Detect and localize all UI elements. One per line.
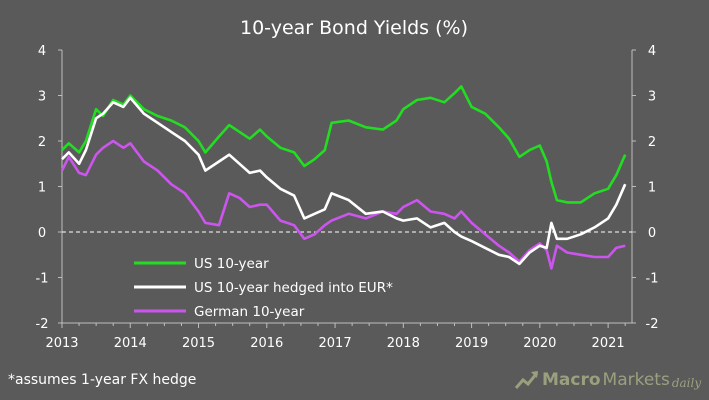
x-tick-label-4: 2017 — [319, 336, 352, 351]
chart-arrow-icon — [514, 371, 539, 389]
y-tick-label-left-6: 4 — [38, 44, 46, 59]
y-tick-label-right-5: 3 — [648, 90, 656, 105]
brand-markets: Markets — [602, 370, 670, 390]
y-tick-label-right-1: -1 — [646, 272, 659, 287]
x-tick-label-8: 2021 — [592, 336, 625, 351]
legend-label-1: US 10-year hedged into EUR* — [194, 280, 393, 296]
chart-title: 10-year Bond Yields (%) — [240, 17, 468, 39]
y-tick-label-left-0: -2 — [36, 317, 49, 332]
x-tick-label-1: 2014 — [114, 336, 147, 351]
y-tick-label-left-1: -1 — [36, 272, 49, 287]
x-tick-label-0: 2013 — [45, 336, 78, 351]
series-line-1 — [61, 96, 627, 266]
y-tick-label-right-6: 4 — [648, 44, 656, 59]
legend-label-0: US 10-year — [194, 256, 269, 272]
y-tick-label-right-0: -2 — [646, 317, 659, 332]
x-tick-label-7: 2020 — [523, 336, 556, 351]
x-tick-label-2: 2015 — [182, 336, 215, 351]
y-tick-label-left-3: 1 — [38, 181, 46, 196]
chart-axes: -2 -2 -1 -1 0 0 1 1 2 2 3 3 4 4 2013 2014 2015 2016 2017 20… — [36, 44, 659, 351]
series-line-0 — [61, 85, 627, 204]
y-tick-label-right-3: 1 — [648, 181, 656, 196]
series-line-2 — [60, 139, 626, 270]
legend-label-2: German 10-year — [194, 304, 305, 320]
y-tick-label-left-5: 3 — [38, 90, 46, 105]
x-tick-label-5: 2018 — [387, 336, 420, 351]
footnote: *assumes 1-year FX hedge — [8, 372, 197, 388]
brand-logo: Macro Markets daily — [514, 366, 701, 394]
y-tick-label-left-4: 2 — [38, 135, 46, 150]
y-tick-label-right-2: 0 — [648, 226, 656, 241]
brand-daily: daily — [671, 376, 702, 390]
x-tick-label-6: 2019 — [455, 336, 488, 351]
chart-series — [60, 85, 627, 270]
brand-macro: Macro — [542, 370, 601, 390]
chart-legend: US 10-year US 10-year hedged into EUR* Ger… — [134, 256, 393, 320]
y-tick-label-right-4: 2 — [648, 135, 656, 150]
x-tick-label-3: 2016 — [250, 336, 283, 351]
y-tick-label-left-2: 0 — [38, 226, 46, 241]
